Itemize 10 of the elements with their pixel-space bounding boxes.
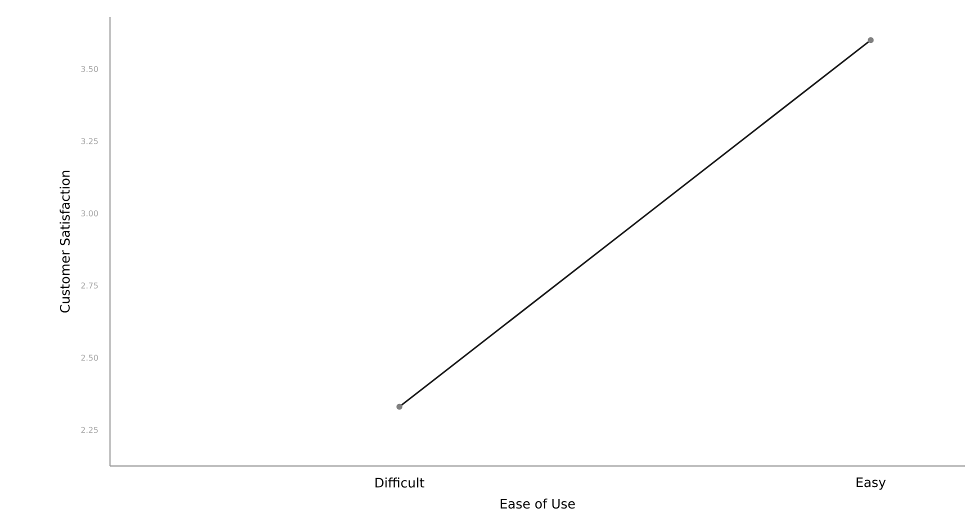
y-tick-label: 2.75 [81,282,98,289]
y-tick-label: 3.00 [81,210,98,216]
y-tick-label: 2.25 [81,426,98,433]
x-tick-label: Easy [856,478,886,490]
x-axis-title: Ease of Use [500,498,575,509]
y-tick-label: 3.25 [81,138,98,144]
y-tick-label: 3.50 [81,66,98,72]
x-tick-label: Difficult [376,478,424,488]
y-tick-label: 2.50 [81,354,98,361]
y-axis-title: Customer Satisfaction [60,170,70,313]
